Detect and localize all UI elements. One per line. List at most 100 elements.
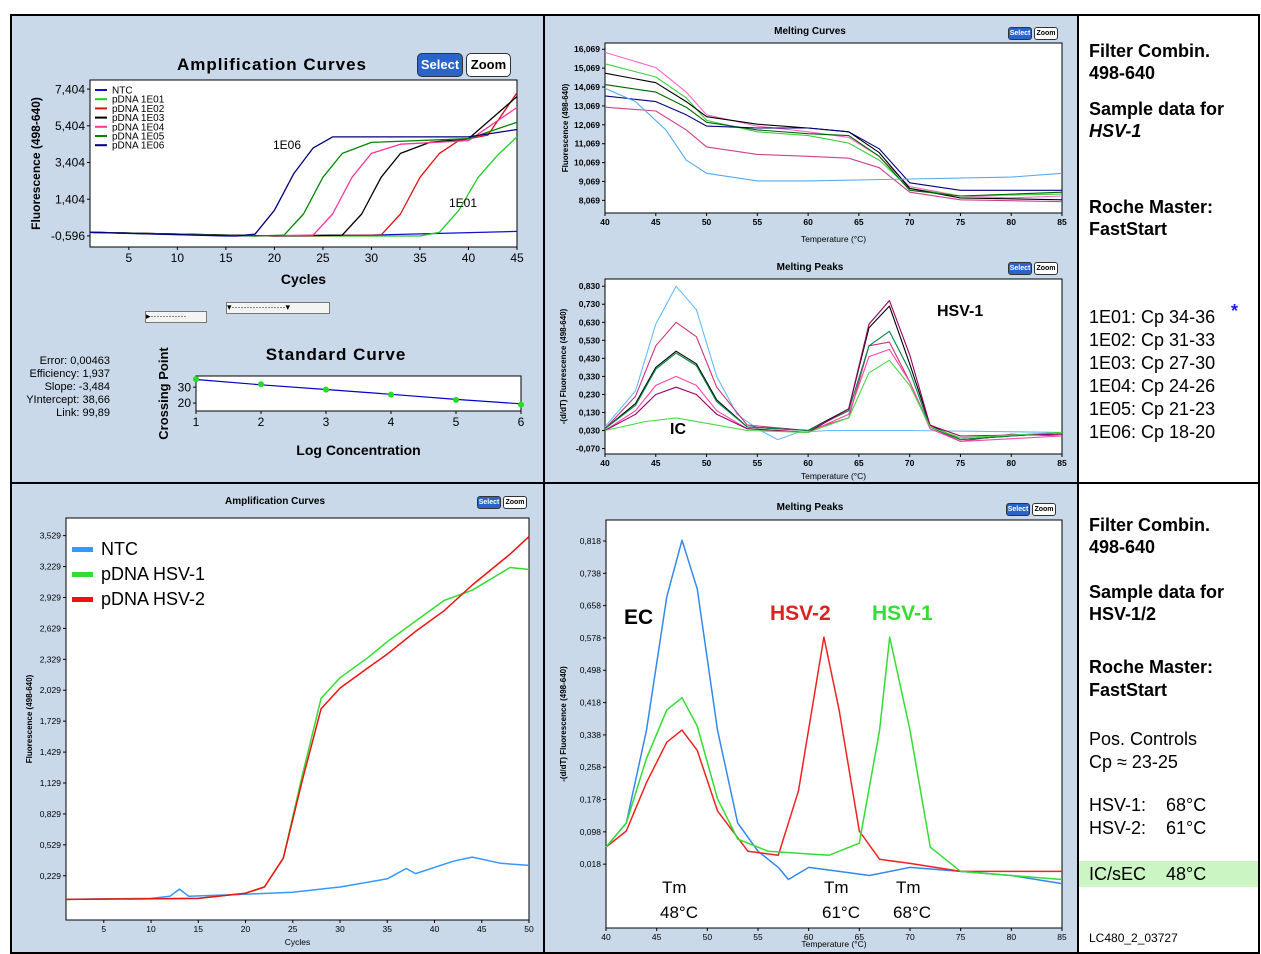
pos-controls-label: Pos. Controls: [1089, 729, 1197, 750]
mc-ytick-label: 8,069: [579, 195, 601, 205]
amp2-xtick-label: 50: [524, 924, 534, 934]
mp1-annotation-hsv1: HSV-1: [937, 303, 983, 320]
mp2-title: Melting Peaks: [777, 502, 844, 513]
mc-xtick-label: 75: [956, 217, 966, 227]
std-title: Standard Curve: [266, 345, 407, 364]
amp1-ylabel: Fluorescence (498-640): [29, 97, 43, 230]
std-data-point: [388, 392, 394, 398]
mp2-xtick-label: 45: [652, 932, 662, 942]
sample-value: HSV-1: [1089, 120, 1141, 142]
amp1-xlabel: Cycles: [281, 271, 326, 287]
amp1-xtick-label: 30: [365, 251, 379, 265]
std-xtick-label: 2: [258, 415, 265, 429]
mp1-xtick-label: 85: [1057, 458, 1067, 468]
mp1-ytick-label: 0,630: [579, 317, 601, 327]
mc-xtick-label: 45: [651, 217, 661, 227]
mp2-xtick-label: 70: [905, 932, 915, 942]
mp2-ytick-label: 0,418: [580, 698, 602, 708]
amp2-legend-label: NTC: [101, 539, 138, 559]
amp2-ytick-label: 1,429: [40, 747, 62, 757]
select-button-amp2[interactable]: Select: [477, 496, 501, 509]
mp1-xlabel: Temperature (°C): [801, 471, 866, 481]
mp1-ytick-label: 0,830: [579, 281, 601, 291]
range-slider-left[interactable]: ▸⋯⋯⋯⋯: [145, 311, 207, 323]
mp2-annotation-tm-48: Tm: [662, 878, 687, 897]
amp2-ytick-label: 3,229: [40, 562, 62, 572]
amp2-legend-label: pDNA HSV-2: [101, 589, 205, 609]
amp1-ytick-label: -0,596: [51, 229, 85, 243]
amp2-xtick-label: 45: [477, 924, 487, 934]
amp2-ytick-label: 2,029: [40, 685, 62, 695]
mp2-annotation-tm-68: Tm: [896, 878, 921, 897]
mc-xtick-label: 55: [753, 217, 763, 227]
zoom-button-amp2[interactable]: Zoom: [503, 496, 527, 509]
mp2-ytick-label: 0,658: [580, 601, 602, 611]
amp1-xtick-label: 40: [462, 251, 476, 265]
hsv2-tm: HSV-2: 61°C: [1089, 818, 1206, 839]
std-xtick-label: 4: [388, 415, 395, 429]
amp1-xtick-label: 5: [125, 251, 132, 265]
amp2-ytick-label: 0,529: [40, 840, 62, 850]
mp2-annotation-hsv1: HSV-1: [872, 602, 933, 625]
mp1-ytick-label: 0,730: [579, 299, 601, 309]
std-xtick-label: 5: [453, 415, 460, 429]
select-button-mc[interactable]: Select: [1008, 27, 1032, 40]
mp2-ytick-label: 0,018: [580, 859, 602, 869]
zoom-button-mp2[interactable]: Zoom: [1032, 503, 1056, 516]
mp1-ytick-label: -0,070: [576, 444, 600, 454]
amp1-xtick-label: 35: [413, 251, 427, 265]
mc-xtick-label: 70: [905, 217, 915, 227]
hsv1-tm: HSV-1: 68°C: [1089, 795, 1206, 816]
mc-xlabel: Temperature (°C): [801, 234, 866, 244]
mp1-xtick-label: 40: [600, 458, 610, 468]
amp2-xtick-label: 5: [101, 924, 106, 934]
amp1-legend-label: pDNA 1E06: [112, 141, 165, 152]
select-button-mp2[interactable]: Select: [1006, 503, 1030, 516]
sample-label: Sample data for: [1089, 98, 1224, 120]
amp1-ytick-label: 7,404: [55, 82, 85, 96]
mp1-ytick-label: 0,030: [579, 426, 601, 436]
filter-label: Filter Combin.: [1089, 40, 1210, 62]
mc-title: Melting Curves: [774, 26, 846, 37]
cp-row-1e05: 1E05: Cp 21-23: [1089, 399, 1215, 420]
std-ytick-label: 30: [178, 380, 192, 394]
mp2-ytick-label: 0,738: [580, 568, 602, 578]
mp2-xtick-label: 55: [753, 932, 763, 942]
mc-plot-area: [605, 43, 1062, 213]
figure-id: LC480_2_03727: [1089, 931, 1178, 945]
amp2-ytick-label: 1,129: [40, 778, 62, 788]
amp2-xtick-label: 30: [335, 924, 345, 934]
mp1-xtick-label: 75: [956, 458, 966, 468]
zoom-button-amp1[interactable]: Zoom: [466, 53, 511, 77]
range-slider-right[interactable]: ▾⋯⋯⋯⋯⋯⋯▾: [226, 302, 330, 314]
stat-link: Link: 99,89: [18, 407, 110, 420]
mc-ytick-label: 14,069: [574, 82, 600, 92]
mp1-ytick-label: 0,230: [579, 389, 601, 399]
mp2-ytick-label: 0,578: [580, 633, 602, 643]
amp2-ytick-label: 3,529: [40, 531, 62, 541]
std-xtick-label: 3: [323, 415, 330, 429]
amp2-ylabel: Fluorescence (498-640): [25, 674, 34, 763]
select-button-amp1[interactable]: Select: [417, 53, 463, 77]
mp2-ytick-label: 0,178: [580, 795, 602, 805]
mp2-annotation-tm-61-value: 61°C: [822, 903, 860, 922]
amp2-ytick-label: 2,629: [40, 623, 62, 633]
amp2-ytick-label: 0,229: [40, 871, 62, 881]
mp2-ytick-label: 0,818: [580, 536, 602, 546]
amp1-xtick-label: 45: [510, 251, 524, 265]
amp2-legend-swatch: [72, 597, 93, 602]
mp1-title: Melting Peaks: [777, 262, 844, 273]
select-button-mp1[interactable]: Select: [1008, 262, 1032, 275]
master-label: Roche Master:: [1089, 196, 1213, 218]
std-data-point: [193, 376, 199, 382]
mc-xtick-label: 85: [1057, 217, 1067, 227]
mp1-xtick-label: 55: [753, 458, 763, 468]
sample-value-2: HSV-1/2: [1089, 603, 1156, 625]
zoom-button-mp1[interactable]: Zoom: [1034, 262, 1058, 275]
mp1-ytick-label: 0,130: [579, 407, 601, 417]
zoom-button-mc[interactable]: Zoom: [1034, 27, 1058, 40]
amp2-legend-swatch: [72, 547, 93, 552]
amp1-xtick-label: 15: [219, 251, 233, 265]
mp2-annotation-hsv2: HSV-2: [770, 602, 831, 625]
